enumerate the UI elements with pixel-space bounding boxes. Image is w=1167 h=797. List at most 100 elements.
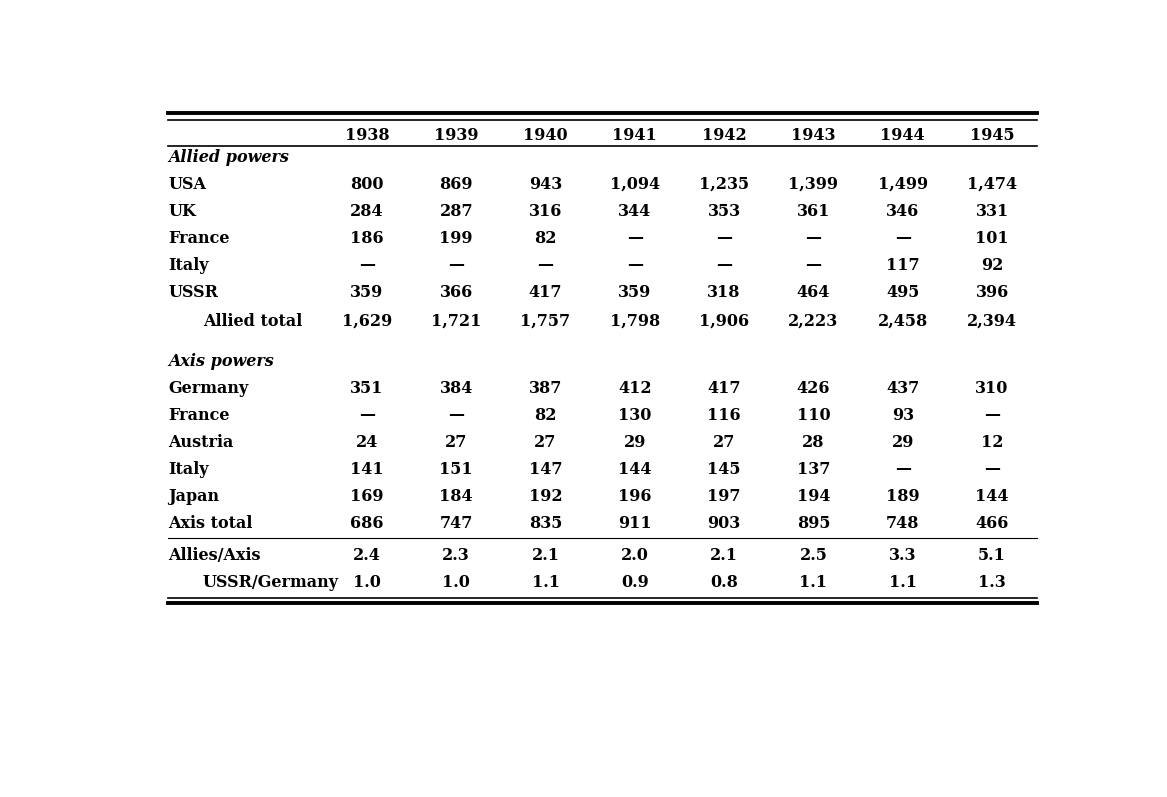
Text: 417: 417	[529, 284, 562, 300]
Text: 1.1: 1.1	[889, 574, 917, 591]
Text: 318: 318	[707, 284, 741, 300]
Text: 93: 93	[892, 407, 914, 425]
Text: 28: 28	[802, 434, 825, 451]
Text: 800: 800	[350, 175, 384, 193]
Text: 495: 495	[886, 284, 920, 300]
Text: 366: 366	[440, 284, 473, 300]
Text: UK: UK	[168, 202, 196, 219]
Text: 144: 144	[976, 489, 1008, 505]
Text: France: France	[168, 407, 230, 425]
Text: 316: 316	[529, 202, 562, 219]
Text: 2.5: 2.5	[799, 547, 827, 563]
Text: Italy: Italy	[168, 461, 209, 478]
Text: —: —	[895, 461, 910, 478]
Text: 1939: 1939	[434, 127, 478, 144]
Text: 911: 911	[619, 516, 651, 532]
Text: 110: 110	[797, 407, 830, 425]
Text: 331: 331	[976, 202, 1008, 219]
Text: —: —	[448, 407, 464, 425]
Text: 137: 137	[797, 461, 830, 478]
Text: 130: 130	[619, 407, 651, 425]
Text: 1.3: 1.3	[978, 574, 1006, 591]
Text: 82: 82	[534, 230, 557, 246]
Text: Austria: Austria	[168, 434, 233, 451]
Text: —: —	[805, 230, 822, 246]
Text: 1,235: 1,235	[699, 175, 749, 193]
Text: 359: 359	[619, 284, 651, 300]
Text: 417: 417	[707, 380, 741, 398]
Text: 27: 27	[445, 434, 468, 451]
Text: 27: 27	[534, 434, 557, 451]
Text: USSR/Germany: USSR/Germany	[203, 574, 338, 591]
Text: —: —	[627, 257, 643, 273]
Text: 2.1: 2.1	[531, 547, 559, 563]
Text: 1,474: 1,474	[967, 175, 1018, 193]
Text: 1,094: 1,094	[610, 175, 659, 193]
Text: 192: 192	[529, 489, 562, 505]
Text: 1.0: 1.0	[442, 574, 470, 591]
Text: 3.3: 3.3	[889, 547, 916, 563]
Text: 466: 466	[976, 516, 1008, 532]
Text: 1,721: 1,721	[431, 313, 482, 330]
Text: 437: 437	[886, 380, 920, 398]
Text: 1,499: 1,499	[878, 175, 928, 193]
Text: 1,906: 1,906	[699, 313, 749, 330]
Text: 29: 29	[892, 434, 914, 451]
Text: 27: 27	[713, 434, 735, 451]
Text: USSR: USSR	[168, 284, 218, 300]
Text: USA: USA	[168, 175, 207, 193]
Text: 1,798: 1,798	[609, 313, 661, 330]
Text: 1.0: 1.0	[352, 574, 380, 591]
Text: 1941: 1941	[613, 127, 657, 144]
Text: 1,399: 1,399	[789, 175, 838, 193]
Text: 412: 412	[619, 380, 651, 398]
Text: —: —	[627, 230, 643, 246]
Text: Germany: Germany	[168, 380, 249, 398]
Text: 1.1: 1.1	[799, 574, 827, 591]
Text: 686: 686	[350, 516, 384, 532]
Text: 5.1: 5.1	[978, 547, 1006, 563]
Text: 151: 151	[440, 461, 473, 478]
Text: 1943: 1943	[791, 127, 836, 144]
Text: 2.3: 2.3	[442, 547, 470, 563]
Text: —: —	[805, 257, 822, 273]
Text: 747: 747	[440, 516, 473, 532]
Text: 197: 197	[707, 489, 741, 505]
Text: 346: 346	[886, 202, 920, 219]
Text: 2,223: 2,223	[789, 313, 839, 330]
Text: 903: 903	[707, 516, 741, 532]
Text: 0.8: 0.8	[711, 574, 738, 591]
Text: 184: 184	[440, 489, 473, 505]
Text: 387: 387	[529, 380, 562, 398]
Text: France: France	[168, 230, 230, 246]
Text: 835: 835	[529, 516, 562, 532]
Text: Allies/Axis: Allies/Axis	[168, 547, 261, 563]
Text: 117: 117	[886, 257, 920, 273]
Text: Japan: Japan	[168, 489, 219, 505]
Text: 196: 196	[619, 489, 651, 505]
Text: 2,394: 2,394	[967, 313, 1018, 330]
Text: 748: 748	[886, 516, 920, 532]
Text: 82: 82	[534, 407, 557, 425]
Text: 2.1: 2.1	[711, 547, 739, 563]
Text: 359: 359	[350, 284, 384, 300]
Text: 361: 361	[797, 202, 830, 219]
Text: —: —	[984, 407, 1000, 425]
Text: Allied powers: Allied powers	[168, 148, 289, 166]
Text: 344: 344	[619, 202, 651, 219]
Text: 1.1: 1.1	[531, 574, 559, 591]
Text: 1942: 1942	[701, 127, 747, 144]
Text: 189: 189	[886, 489, 920, 505]
Text: 464: 464	[797, 284, 830, 300]
Text: 2.4: 2.4	[352, 547, 380, 563]
Text: 1,757: 1,757	[520, 313, 571, 330]
Text: 29: 29	[623, 434, 647, 451]
Text: 92: 92	[981, 257, 1004, 273]
Text: 24: 24	[356, 434, 378, 451]
Text: 199: 199	[440, 230, 473, 246]
Text: 396: 396	[976, 284, 1008, 300]
Text: —: —	[538, 257, 553, 273]
Text: 0.9: 0.9	[621, 574, 649, 591]
Text: 116: 116	[707, 407, 741, 425]
Text: Axis powers: Axis powers	[168, 354, 274, 371]
